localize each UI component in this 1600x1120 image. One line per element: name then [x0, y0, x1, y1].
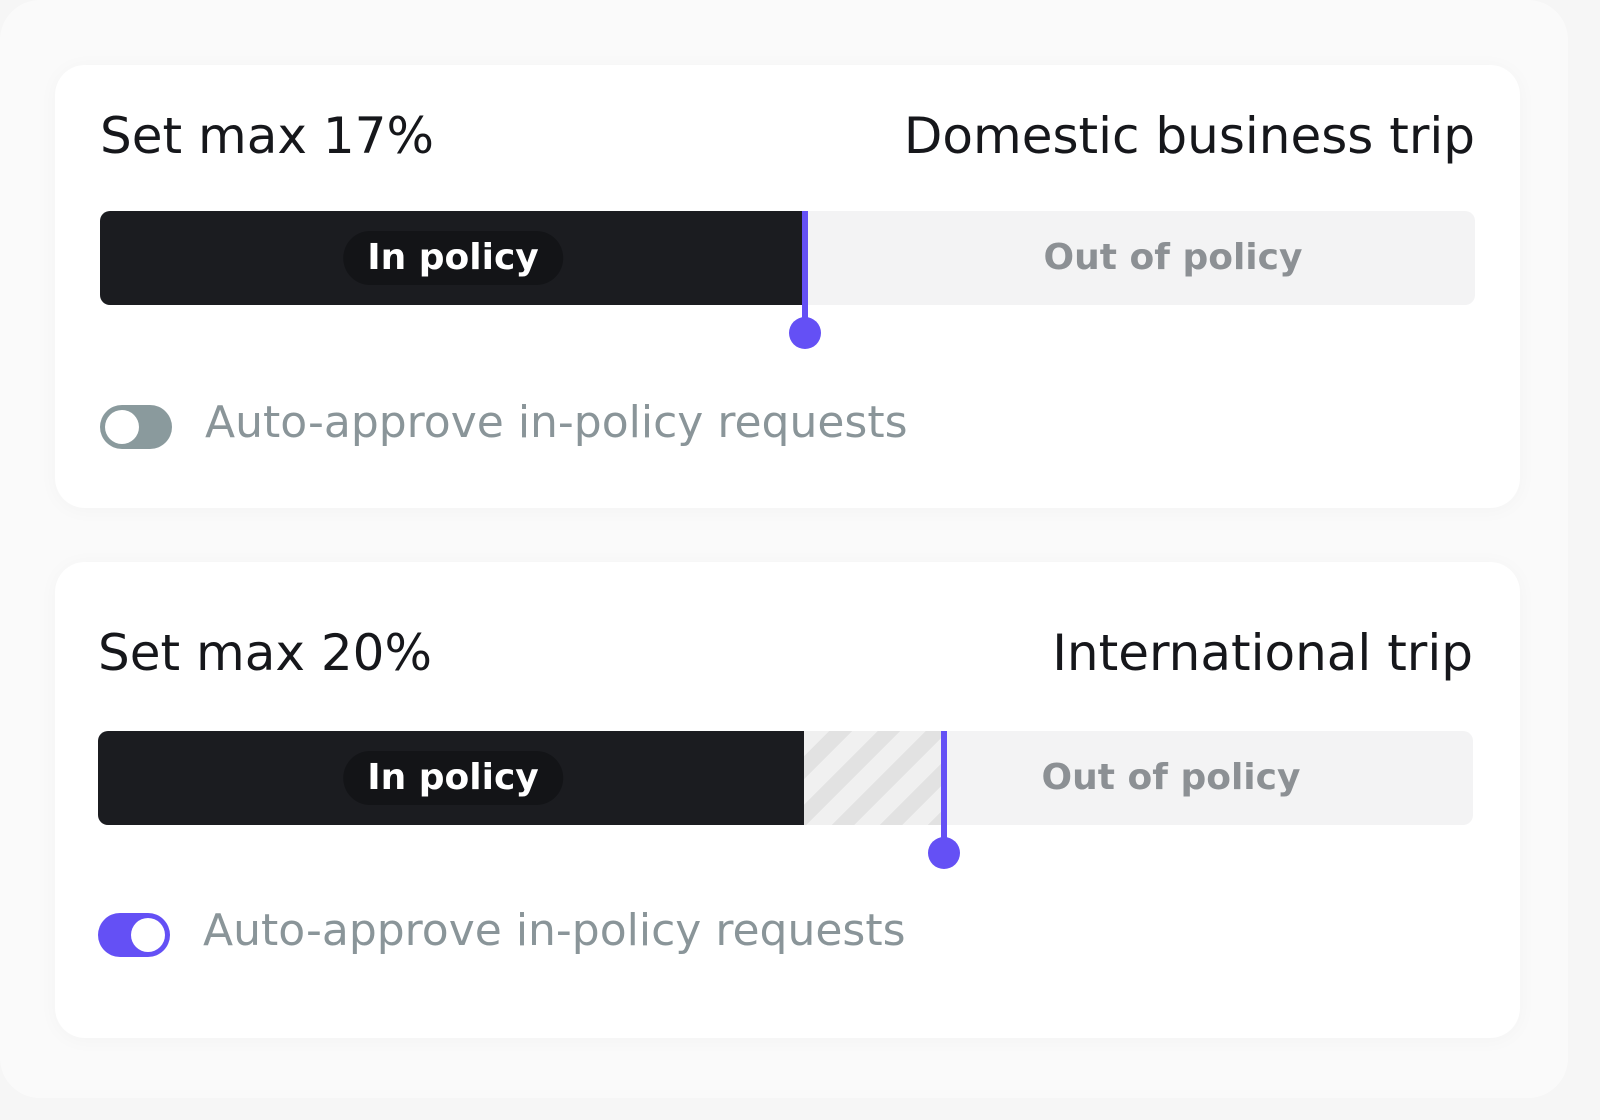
slider-handle-line[interactable]	[802, 211, 808, 331]
slider-handle-knob[interactable]	[789, 317, 821, 349]
slider-handle-line[interactable]	[941, 731, 947, 851]
auto-approve-toggle[interactable]	[100, 405, 172, 449]
international-policy-card: Set max 20% International trip In policy…	[55, 562, 1520, 1038]
buffer-zone-hatched	[804, 731, 944, 825]
toggle-thumb	[105, 410, 139, 444]
in-policy-pill: In policy	[343, 231, 563, 285]
auto-approve-toggle[interactable]	[98, 913, 170, 957]
slider-handle-knob[interactable]	[928, 837, 960, 869]
auto-approve-label: Auto-approve in-policy requests	[203, 905, 906, 956]
policy-range-bar[interactable]: In policy Out of policy	[98, 731, 1473, 869]
set-max-label: Set max 17%	[100, 107, 434, 165]
trip-type-label: Domestic business trip	[903, 107, 1475, 165]
in-policy-pill: In policy	[343, 751, 563, 805]
out-of-policy-label: Out of policy	[1041, 757, 1301, 798]
trip-type-label: International trip	[1052, 624, 1473, 682]
domestic-policy-card: Set max 17% Domestic business trip In po…	[55, 65, 1520, 508]
out-of-policy-label: Out of policy	[1043, 237, 1303, 278]
set-max-label: Set max 20%	[98, 624, 432, 682]
policy-range-bar[interactable]: In policy Out of policy	[100, 211, 1475, 349]
auto-approve-label: Auto-approve in-policy requests	[205, 397, 908, 448]
toggle-thumb	[131, 918, 165, 952]
